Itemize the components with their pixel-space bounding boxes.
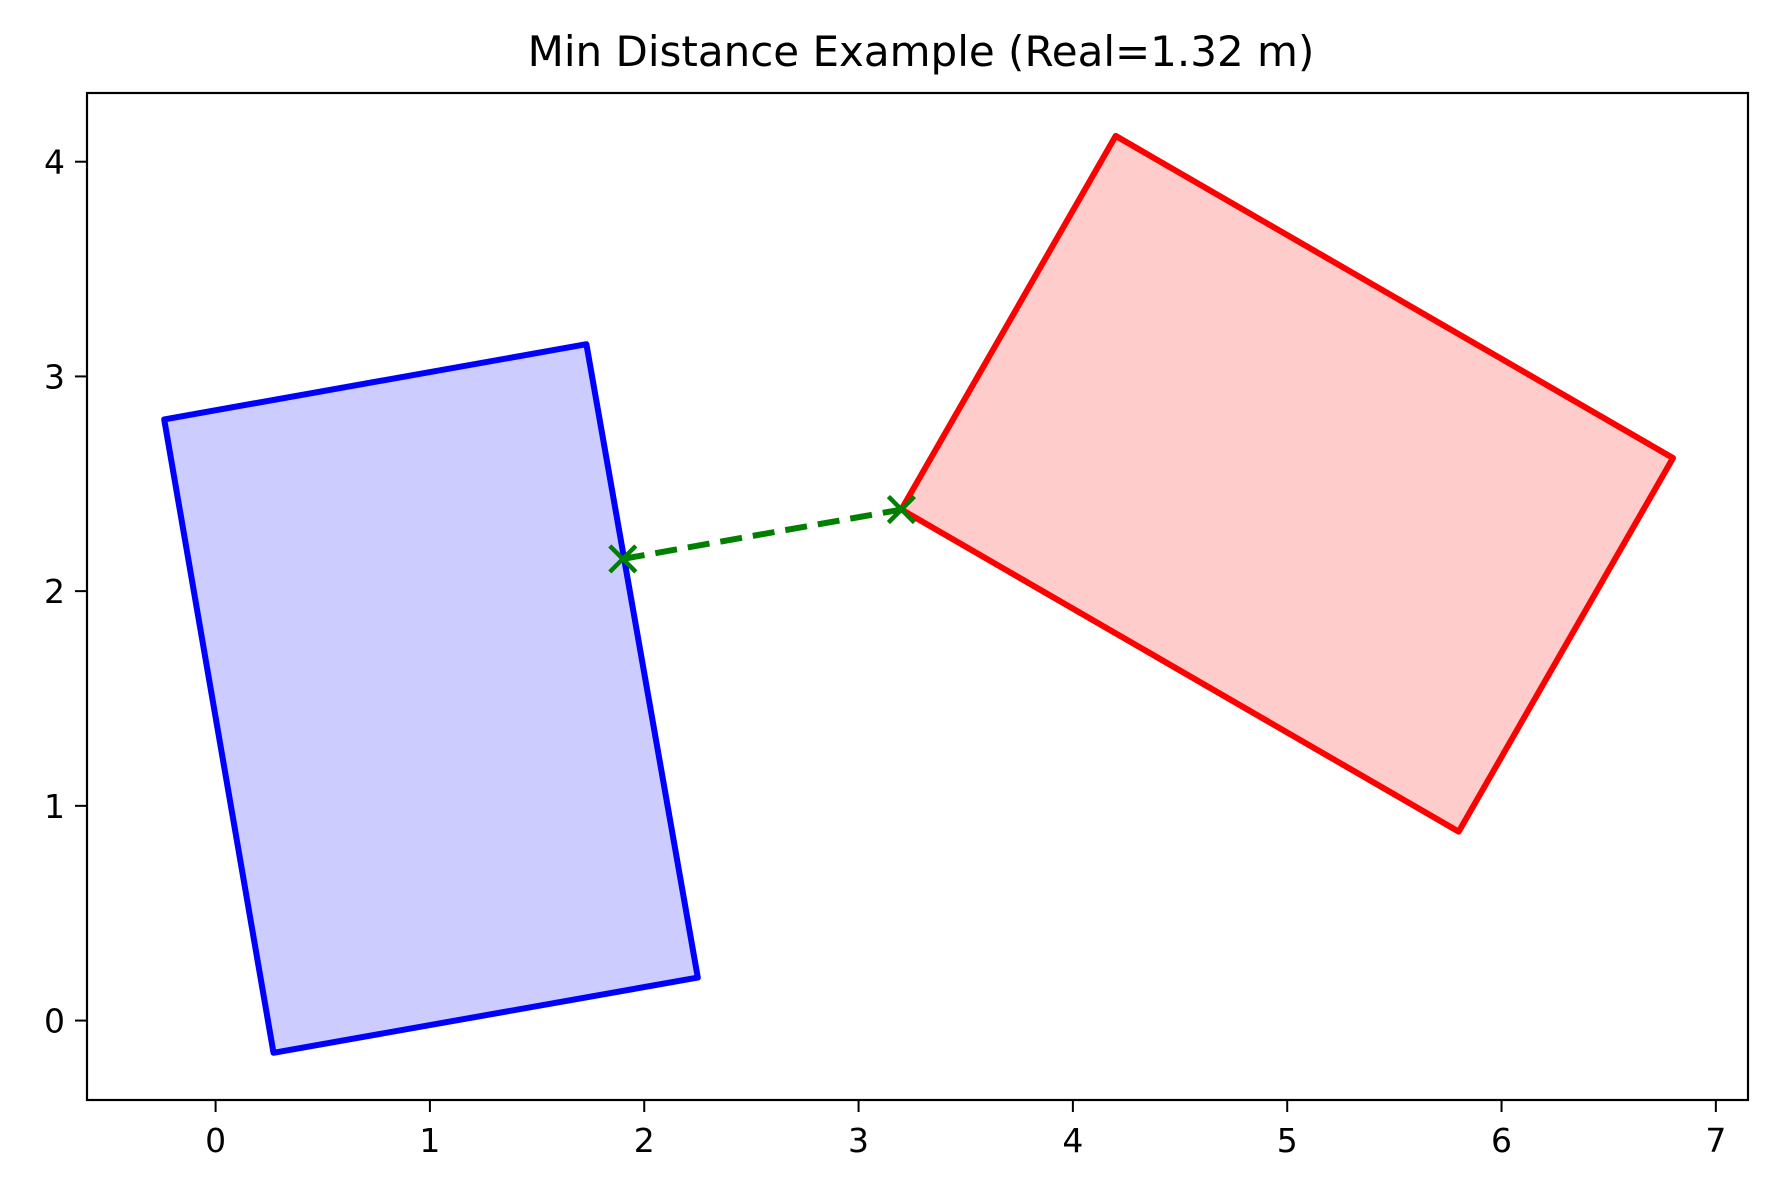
axes-frame <box>85 91 1750 1102</box>
y-tick-label: 4 <box>44 143 65 182</box>
y-tick-label: 1 <box>44 787 65 826</box>
x-tick-label: 6 <box>1491 1121 1512 1160</box>
axes: 0 1 2 3 4 5 6 7 0 1 2 3 4 <box>44 91 1750 1160</box>
x-tick-label: 4 <box>1062 1121 1083 1160</box>
y-tick-label: 2 <box>44 572 65 611</box>
x-tick-label: 5 <box>1277 1121 1298 1160</box>
y-tick-label: 0 <box>44 1002 65 1041</box>
red-polygon <box>898 132 1676 835</box>
closest-point-marker-red <box>886 494 917 525</box>
x-tick-label: 2 <box>634 1121 655 1160</box>
blue-polygon <box>161 341 701 1056</box>
x-tick-label: 1 <box>419 1121 440 1160</box>
min-distance-line <box>622 506 902 562</box>
y-tick-label: 3 <box>44 357 65 396</box>
x-tick-label: 7 <box>1705 1121 1726 1160</box>
x-tick-label: 0 <box>205 1121 226 1160</box>
x-tick-label: 3 <box>848 1121 869 1160</box>
closest-point-marker-blue <box>608 544 638 574</box>
chart-title: Min Distance Example (Real=1.32 m) <box>528 27 1315 76</box>
plot-area <box>161 132 1676 1056</box>
